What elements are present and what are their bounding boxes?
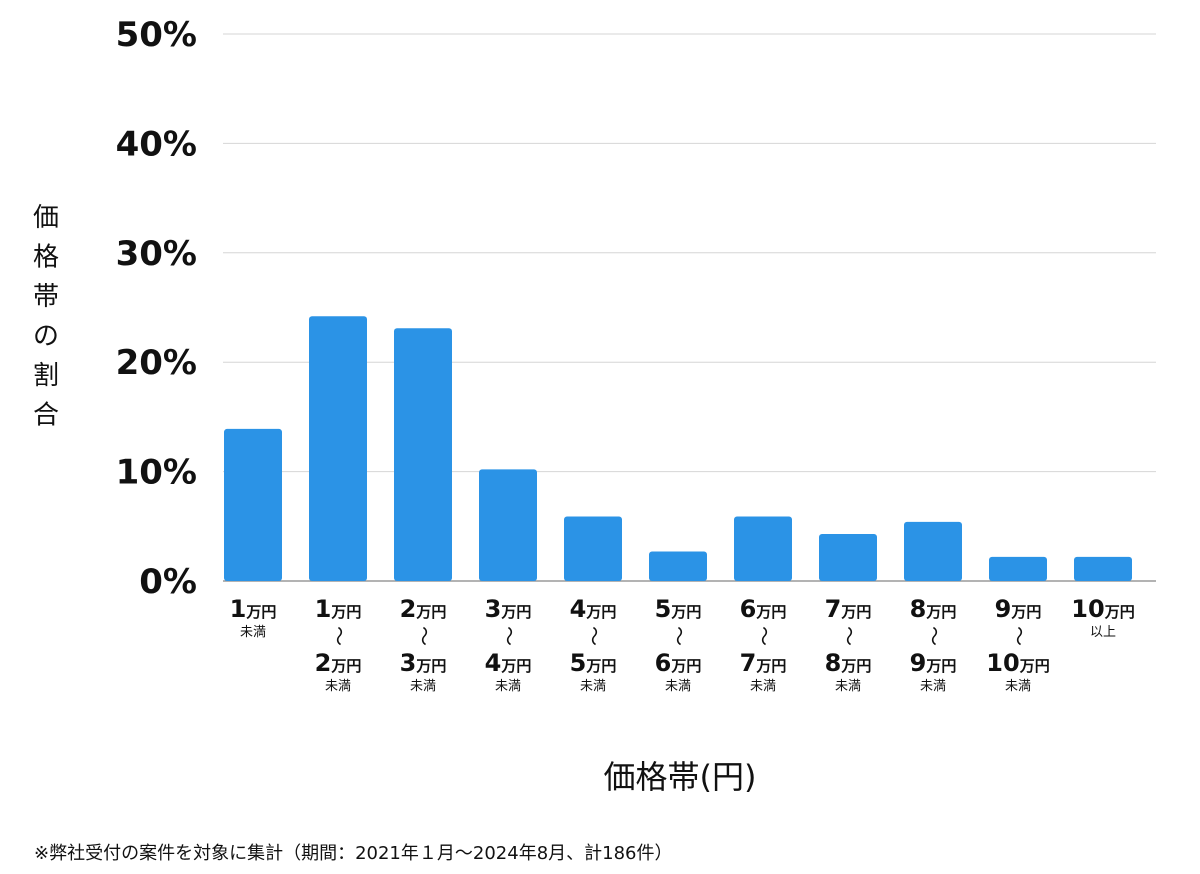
- x-tick-range-separator: 〜: [752, 626, 776, 646]
- x-tick-amount: 8万円: [910, 595, 957, 623]
- x-axis-ticks: 1万円未満1万円〜2万円未満2万円〜3万円未満3万円〜4万円未満4万円〜5万円未…: [230, 595, 1135, 694]
- x-tick-amount: 4万円: [485, 649, 532, 677]
- x-tick-range-separator: 〜: [837, 626, 861, 646]
- x-tick-suffix: 未満: [835, 679, 861, 694]
- footnote: ※弊社受付の案件を対象に集計（期間：2021年１月〜2024年8月、計186件）: [34, 843, 673, 864]
- x-tick-amount: 9万円: [910, 649, 957, 677]
- bar: [734, 516, 792, 581]
- y-tick-label: 30%: [116, 234, 197, 274]
- x-tick-amount: 9万円: [995, 595, 1042, 623]
- x-tick-amount: 8万円: [825, 649, 872, 677]
- x-tick-suffix: 未満: [240, 625, 266, 640]
- x-tick-range-separator: 〜: [327, 626, 351, 646]
- x-tick-suffix: 未満: [750, 679, 776, 694]
- x-tick-suffix: 未満: [1005, 679, 1031, 694]
- y-tick-label: 20%: [116, 343, 197, 383]
- bar: [989, 556, 1047, 581]
- x-tick-amount: 7万円: [825, 595, 872, 623]
- bar: [649, 551, 707, 581]
- bar: [479, 469, 537, 581]
- x-tick-amount: 10万円: [1071, 595, 1134, 623]
- bar: [819, 533, 877, 581]
- x-tick-amount: 3万円: [485, 595, 532, 623]
- x-tick-amount: 6万円: [655, 649, 702, 677]
- x-tick-suffix: 未満: [665, 679, 691, 694]
- y-tick-label: 10%: [116, 453, 197, 493]
- x-tick-amount: 3万円: [400, 649, 447, 677]
- x-tick-amount: 1万円: [230, 595, 277, 623]
- x-tick-suffix: 未満: [580, 679, 606, 694]
- x-tick-range-separator: 〜: [667, 626, 691, 646]
- y-tick-label: 0%: [139, 562, 197, 602]
- x-tick-amount: 4万円: [570, 595, 617, 623]
- x-tick-amount: 2万円: [315, 649, 362, 677]
- x-tick-suffix: 未満: [920, 679, 946, 694]
- y-axis-label: 価格帯の割合: [33, 203, 59, 431]
- y-tick-label: 40%: [116, 124, 197, 164]
- x-tick-amount: 5万円: [655, 595, 702, 623]
- bars: [224, 316, 1132, 581]
- bar: [1074, 556, 1132, 581]
- bar: [564, 516, 622, 581]
- x-tick-amount: 6万円: [740, 595, 787, 623]
- x-tick-amount: 2万円: [400, 595, 447, 623]
- x-tick-range-separator: 〜: [412, 626, 436, 646]
- x-tick-range-separator: 〜: [1007, 626, 1031, 646]
- x-tick-range-separator: 〜: [922, 626, 946, 646]
- x-tick-suffix: 未満: [410, 679, 436, 694]
- bar: [394, 328, 452, 581]
- x-axis-label: 価格帯(円): [604, 758, 757, 796]
- x-tick-range-separator: 〜: [582, 626, 606, 646]
- x-tick-amount: 5万円: [570, 649, 617, 677]
- x-tick-suffix: 未満: [325, 679, 351, 694]
- bar: [904, 521, 962, 581]
- x-tick-amount: 1万円: [315, 595, 362, 623]
- y-axis-ticks: 0% 10% 20% 30% 40% 50%: [116, 15, 197, 602]
- bar: [309, 316, 367, 581]
- x-tick-range-separator: 〜: [497, 626, 521, 646]
- bar: [224, 428, 282, 581]
- x-tick-suffix: 以上: [1090, 625, 1116, 640]
- x-tick-suffix: 未満: [495, 679, 521, 694]
- x-tick-amount: 10万円: [986, 649, 1049, 677]
- x-tick-amount: 7万円: [740, 649, 787, 677]
- y-tick-label: 50%: [116, 15, 197, 55]
